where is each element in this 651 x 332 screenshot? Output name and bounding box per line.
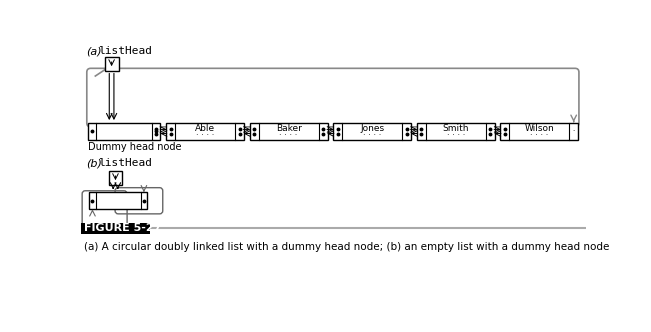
Text: Smith: Smith	[443, 124, 469, 133]
Text: ·: ·	[573, 128, 575, 134]
Bar	[166, 123, 244, 140]
Bar	[105, 57, 118, 71]
Text: FIGURE 5-27: FIGURE 5-27	[85, 223, 162, 233]
Text: · · · ·: · · · ·	[363, 131, 381, 140]
Bar	[88, 123, 160, 140]
Bar	[501, 123, 578, 140]
Text: Able: Able	[195, 124, 215, 133]
Text: · · · ·: · · · ·	[447, 131, 465, 140]
Text: Baker: Baker	[276, 124, 301, 133]
Text: Wilson: Wilson	[525, 124, 554, 133]
Text: (a): (a)	[86, 46, 102, 56]
Bar	[81, 223, 150, 234]
Text: Jones: Jones	[360, 124, 384, 133]
Text: (b): (b)	[86, 158, 102, 168]
Text: (a) A circular doubly linked list with a dummy head node; (b) an empty list with: (a) A circular doubly linked list with a…	[85, 242, 610, 252]
Text: · · · ·: · · · ·	[279, 131, 298, 140]
Text: · · · ·: · · · ·	[196, 131, 214, 140]
Bar	[89, 192, 147, 209]
Text: Dummy head node: Dummy head node	[88, 142, 181, 152]
Text: ·: ·	[322, 128, 324, 134]
Text: ·: ·	[489, 128, 492, 134]
Text: · · · ·: · · · ·	[530, 131, 549, 140]
Text: listHead: listHead	[98, 46, 152, 56]
Bar	[250, 123, 327, 140]
Text: ·: ·	[238, 128, 241, 134]
Text: listHead: listHead	[98, 158, 152, 168]
Text: ·: ·	[406, 128, 408, 134]
Bar	[333, 123, 411, 140]
Bar	[417, 123, 495, 140]
Bar	[109, 171, 122, 185]
